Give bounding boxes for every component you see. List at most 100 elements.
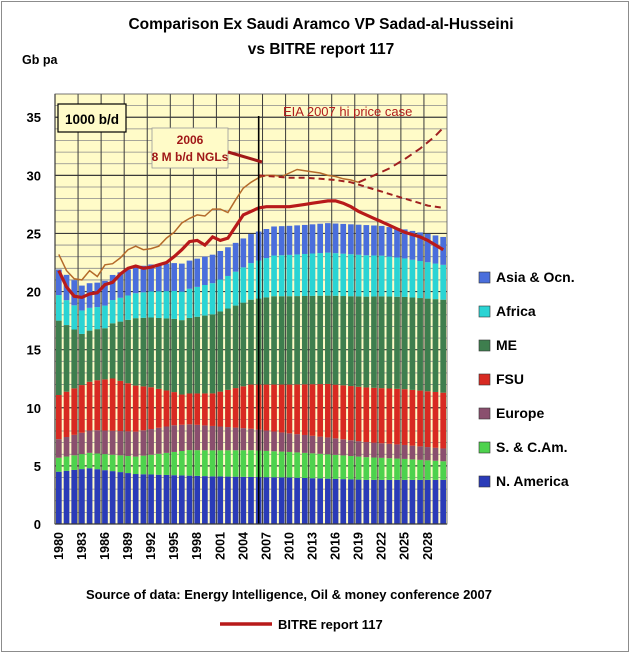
bar-fsu-2029 xyxy=(432,391,439,448)
bar-europe-2017 xyxy=(340,439,347,456)
bar-fsu-1983 xyxy=(79,385,85,433)
bar-me-2016 xyxy=(332,295,339,385)
bar-africa-1992 xyxy=(148,291,154,318)
bar-europe-2013 xyxy=(309,435,316,454)
legend-swatch-me xyxy=(478,339,491,352)
bar-s_c_am-1990 xyxy=(132,456,139,475)
x-tick-label: 1986 xyxy=(98,532,112,560)
bar-europe-1985 xyxy=(94,430,101,454)
unit-box-label: 1000 b/d xyxy=(65,112,119,127)
bar-asia_ocn-1995 xyxy=(171,263,177,291)
bar-n_america-2023 xyxy=(386,479,393,524)
bar-s_c_am-1994 xyxy=(163,452,170,475)
bar-africa-2000 xyxy=(209,283,216,315)
bar-n_america-1991 xyxy=(140,474,147,524)
legend-swatch-n_america xyxy=(478,475,491,488)
ngl-label-year: 2006 xyxy=(177,133,204,147)
bar-africa-2018 xyxy=(348,254,354,297)
bar-africa-1988 xyxy=(117,297,124,322)
bar-asia_ocn-1985 xyxy=(94,282,101,308)
bar-me-1988 xyxy=(117,321,124,381)
bar-asia_ocn-1980 xyxy=(55,269,62,296)
bar-asia_ocn-2018 xyxy=(348,224,354,255)
bar-me-2017 xyxy=(340,296,347,386)
bar-asia_ocn-1986 xyxy=(102,280,108,306)
bar-africa-1984 xyxy=(86,307,93,331)
bar-me-2021 xyxy=(371,296,377,388)
bar-me-2027 xyxy=(417,298,423,391)
bar-africa-2010 xyxy=(286,254,293,297)
chart-title-line1: Comparison Ex Saudi Aramco VP Sadad-al-H… xyxy=(128,16,513,33)
bar-africa-1982 xyxy=(71,305,78,330)
bar-fsu-2013 xyxy=(309,384,316,436)
ngl-label-box xyxy=(151,127,229,169)
ngl-pointer-arrow xyxy=(227,150,263,164)
bar-s_c_am-2030 xyxy=(440,461,447,480)
bar-me-2009 xyxy=(278,296,285,385)
bar-africa-2014 xyxy=(317,253,324,296)
x-tick-label: 2028 xyxy=(421,532,435,560)
bar-fsu-1990 xyxy=(132,385,139,432)
bar-asia_ocn-1993 xyxy=(155,264,162,292)
bar-asia_ocn-2002 xyxy=(225,247,231,276)
bar-africa-2029 xyxy=(432,263,439,300)
bar-africa-2007 xyxy=(263,258,270,298)
bar-europe-2027 xyxy=(417,446,423,460)
bar-africa-1987 xyxy=(109,300,116,324)
bar-europe-2024 xyxy=(394,444,400,459)
x-tick-label: 1980 xyxy=(52,532,66,560)
bar-fsu-2030 xyxy=(440,392,447,449)
bar-me-2004 xyxy=(240,302,247,387)
bar-africa-2015 xyxy=(325,252,331,296)
bar-n_america-2002 xyxy=(225,476,231,524)
bar-s_c_am-1997 xyxy=(186,450,193,476)
bar-me-1996 xyxy=(178,320,185,395)
bar-europe-2011 xyxy=(294,434,300,453)
bar-s_c_am-1988 xyxy=(117,455,124,473)
bar-fsu-1995 xyxy=(171,392,177,426)
bar-africa-1983 xyxy=(79,310,85,334)
bar-me-1992 xyxy=(148,317,154,388)
bar-n_america-2019 xyxy=(355,479,362,524)
bar-asia_ocn-2023 xyxy=(386,227,393,257)
bar-europe-1992 xyxy=(148,429,154,455)
bar-me-2029 xyxy=(432,299,439,392)
bar-fsu-2028 xyxy=(424,391,431,448)
bar-fsu-2018 xyxy=(348,386,354,441)
bar-europe-2009 xyxy=(278,432,285,452)
bar-s_c_am-1998 xyxy=(194,450,201,476)
bar-africa-1986 xyxy=(102,305,108,329)
bar-n_america-2017 xyxy=(340,479,347,524)
bar-n_america-2030 xyxy=(440,479,447,524)
legend-label-europe: Europe xyxy=(496,405,544,421)
bar-europe-1993 xyxy=(155,427,162,454)
bar-africa-1993 xyxy=(155,291,162,318)
bar-n_america-2028 xyxy=(424,479,431,524)
bar-me-1982 xyxy=(71,329,78,389)
bar-fsu-2004 xyxy=(240,386,247,429)
bar-n_america-1982 xyxy=(71,469,78,524)
bar-asia_ocn-1988 xyxy=(117,272,124,298)
bar-me-1986 xyxy=(102,328,108,380)
bar-asia_ocn-2003 xyxy=(232,242,239,272)
bar-asia_ocn-2027 xyxy=(417,232,423,262)
bar-n_america-2027 xyxy=(417,479,423,524)
bar-s_c_am-2027 xyxy=(417,459,423,480)
bar-asia_ocn-2010 xyxy=(286,225,293,255)
bar-n_america-1981 xyxy=(63,470,70,524)
bar-me-2012 xyxy=(301,295,308,385)
bar-s_c_am-1987 xyxy=(109,454,116,472)
bar-europe-2018 xyxy=(348,440,354,457)
bar-asia_ocn-1999 xyxy=(202,256,208,286)
bar-asia_ocn-2022 xyxy=(378,225,385,256)
bar-me-2020 xyxy=(363,296,370,388)
bar-me-2007 xyxy=(263,297,270,385)
bar-n_america-1986 xyxy=(102,470,108,524)
bar-europe-2004 xyxy=(240,428,247,451)
bar-europe-2020 xyxy=(363,442,370,458)
bar-me-2011 xyxy=(294,296,300,385)
bar-me-2005 xyxy=(248,299,254,385)
bar-s_c_am-2025 xyxy=(401,458,408,480)
line-dashed-series xyxy=(258,174,444,209)
bar-s_c_am-1999 xyxy=(202,450,208,477)
